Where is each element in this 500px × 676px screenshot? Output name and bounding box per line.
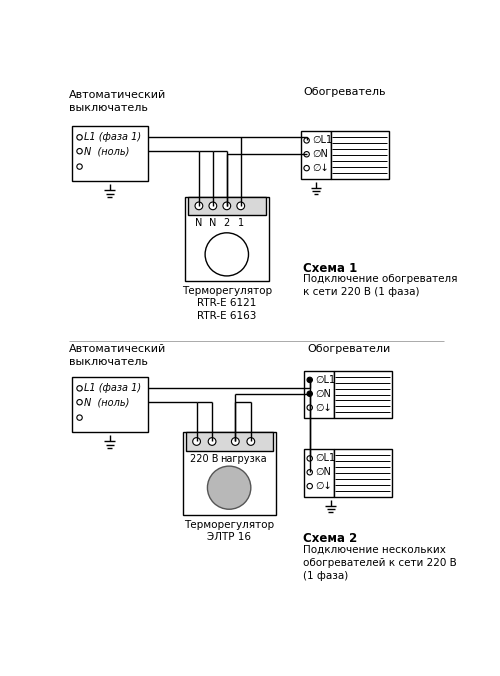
Text: N: N: [195, 218, 202, 228]
Circle shape: [77, 164, 82, 169]
Text: ∅N: ∅N: [315, 389, 331, 399]
Text: ∅↓: ∅↓: [315, 481, 332, 491]
Circle shape: [77, 415, 82, 420]
Circle shape: [304, 166, 310, 171]
Bar: [185, 197, 268, 281]
Circle shape: [307, 470, 312, 475]
Bar: [182, 432, 276, 515]
Circle shape: [209, 202, 216, 210]
Circle shape: [195, 202, 203, 210]
Text: Автоматический
выключатель: Автоматический выключатель: [68, 91, 166, 113]
Circle shape: [307, 483, 312, 489]
Text: ∅L1: ∅L1: [312, 135, 332, 145]
Circle shape: [77, 149, 82, 154]
Circle shape: [307, 391, 312, 396]
Text: Подключение обогревателя
к сети 220 В (1 фаза): Подключение обогревателя к сети 220 В (1…: [303, 274, 457, 297]
Text: L1 (фаза 1): L1 (фаза 1): [84, 132, 141, 143]
Circle shape: [205, 233, 248, 276]
Circle shape: [307, 377, 312, 383]
Bar: [334, 370, 392, 418]
Bar: [304, 449, 334, 497]
Text: ∅N: ∅N: [315, 467, 331, 477]
Text: Терморегулятор
RTR-E 6121
RTR-E 6163: Терморегулятор RTR-E 6121 RTR-E 6163: [182, 286, 272, 320]
Circle shape: [304, 138, 310, 143]
Circle shape: [304, 151, 310, 157]
Circle shape: [192, 437, 200, 445]
Text: N: N: [209, 218, 216, 228]
Circle shape: [308, 392, 312, 395]
Text: ∅↓: ∅↓: [315, 403, 332, 412]
Text: Обогреватель: Обогреватель: [304, 87, 386, 97]
Text: ∅L1: ∅L1: [315, 454, 336, 464]
Circle shape: [307, 405, 312, 410]
Text: N  (ноль): N (ноль): [84, 146, 130, 156]
Bar: [72, 377, 148, 432]
Circle shape: [208, 466, 251, 509]
Circle shape: [247, 437, 254, 445]
Bar: [188, 197, 266, 215]
Text: 220 В: 220 В: [190, 454, 218, 464]
Text: Схема 2: Схема 2: [303, 532, 357, 546]
Bar: [330, 131, 389, 179]
Text: L1 (фаза 1): L1 (фаза 1): [84, 383, 141, 393]
Circle shape: [77, 400, 82, 405]
Circle shape: [77, 385, 82, 391]
Bar: [186, 432, 272, 451]
Text: Обогреватели: Обогреватели: [308, 345, 391, 354]
Text: ∅↓: ∅↓: [312, 163, 328, 173]
Circle shape: [223, 202, 230, 210]
Text: N  (ноль): N (ноль): [84, 397, 130, 407]
Text: Терморегулятор
ЭЛТР 16: Терморегулятор ЭЛТР 16: [184, 520, 274, 542]
Text: ∅L1: ∅L1: [315, 375, 336, 385]
Text: Подключение нескольких
обогревателей к сети 220 В
(1 фаза): Подключение нескольких обогревателей к с…: [303, 545, 456, 581]
Text: 1: 1: [238, 218, 244, 228]
Bar: [304, 370, 334, 418]
Circle shape: [77, 135, 82, 140]
Text: Схема 1: Схема 1: [303, 262, 357, 275]
Bar: [301, 131, 330, 179]
Bar: [334, 449, 392, 497]
Circle shape: [232, 437, 239, 445]
Text: нагрузка: нагрузка: [220, 454, 266, 464]
Text: Автоматический
выключатель: Автоматический выключатель: [68, 345, 166, 367]
Text: 2: 2: [224, 218, 230, 228]
Circle shape: [307, 456, 312, 461]
Circle shape: [308, 378, 312, 382]
Text: ∅N: ∅N: [312, 149, 328, 160]
Circle shape: [208, 437, 216, 445]
Circle shape: [237, 202, 244, 210]
Bar: [72, 126, 148, 181]
